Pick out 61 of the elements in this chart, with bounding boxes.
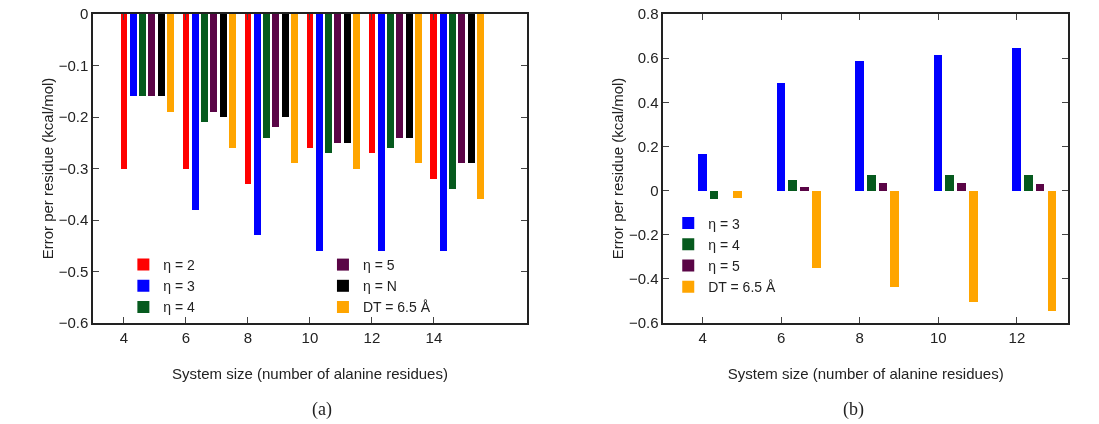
legend-label: η = 3: [708, 215, 740, 232]
bar: [855, 61, 865, 191]
y-tick-label: −0.6: [58, 314, 89, 332]
bar: [777, 83, 786, 191]
y-tick-label: −0.5: [58, 262, 89, 280]
bar: [800, 187, 810, 191]
x-tick-label: 4: [698, 328, 707, 346]
y-tick-label: 0.2: [637, 137, 659, 155]
bar: [879, 183, 888, 191]
y-axis-title: Error per residue (kcal/mol): [38, 77, 56, 260]
y-tick-label: −0.3: [58, 159, 89, 177]
x-tick-label: 6: [181, 328, 191, 346]
legend-label: η = 2: [163, 257, 196, 274]
bar: [1036, 184, 1045, 191]
y-tick-label: −0.6: [629, 314, 659, 332]
y-tick-label: 0.4: [637, 93, 659, 111]
y-tick-label: 0: [79, 5, 89, 23]
text: (b): [843, 399, 864, 420]
bar: [945, 175, 955, 191]
bar: [733, 191, 743, 198]
bar: [710, 191, 719, 199]
bar: [1024, 175, 1034, 191]
y-tick-label: 0.6: [637, 49, 659, 67]
bar: [934, 55, 943, 191]
bar: [1048, 191, 1057, 311]
legend-label: η = 5: [362, 257, 395, 274]
legend-label: η = 4: [163, 299, 196, 316]
legend-label: η = N: [362, 278, 397, 295]
bar: [812, 191, 822, 268]
x-tick-label: 10: [930, 328, 947, 346]
bar: [1012, 48, 1022, 191]
y-tick-label: −0.4: [58, 211, 89, 229]
y-axis-title: Error per residue (kcal/mol): [608, 77, 626, 260]
bar: [969, 191, 979, 302]
y-tick-label: 0.8: [637, 5, 659, 23]
x-tick-label: 8: [243, 328, 253, 346]
y-tick-label: −0.4: [629, 270, 659, 288]
legend-label: DT = 6.5 Å: [708, 279, 776, 296]
x-axis-title: System size (number of alanine residues): [171, 364, 448, 382]
x-tick-label: 14: [425, 328, 443, 346]
legend-label: η = 3: [163, 278, 196, 295]
bar: [788, 180, 798, 191]
y-tick-label: 0: [650, 181, 659, 199]
x-tick-label: 12: [363, 328, 381, 346]
bar: [890, 191, 900, 287]
x-axis-title: System size (number of alanine residues): [727, 364, 1004, 382]
x-tick-label: 6: [777, 328, 786, 346]
text: (a): [312, 399, 332, 420]
bar: [867, 175, 877, 191]
y-tick-label: −0.1: [58, 56, 89, 74]
x-tick-label: 4: [119, 328, 129, 346]
legend-label: DT = 6.5 Å: [362, 299, 431, 316]
legend-label: η = 4: [708, 236, 740, 253]
x-tick-label: 10: [301, 328, 319, 346]
legend-label: η = 5: [708, 257, 740, 274]
y-tick-label: −0.2: [58, 108, 89, 126]
y-tick-label: −0.2: [629, 225, 659, 243]
x-tick-label: 8: [855, 328, 864, 346]
bar: [957, 183, 967, 191]
x-tick-label: 12: [1008, 328, 1026, 346]
bar: [698, 154, 708, 191]
